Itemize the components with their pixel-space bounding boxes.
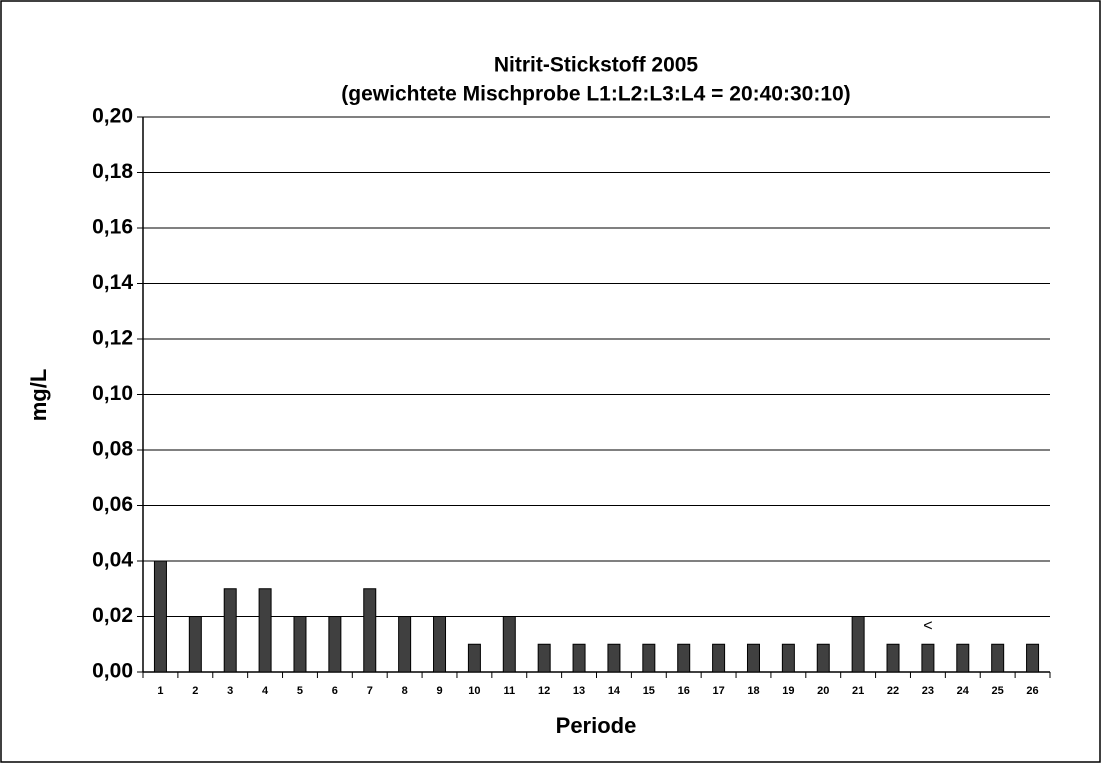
bar xyxy=(398,616,412,673)
bar xyxy=(781,643,795,673)
x-tick-label: 25 xyxy=(992,685,1004,697)
annotation: < xyxy=(923,617,932,634)
x-tick-label: 10 xyxy=(468,685,480,697)
x-tick-label: 8 xyxy=(402,685,408,697)
bar xyxy=(363,588,377,673)
x-tick-label: 26 xyxy=(1026,685,1038,697)
x-tick-label: 7 xyxy=(367,685,373,697)
bar xyxy=(607,643,621,673)
x-tick-label: 24 xyxy=(957,685,970,697)
bar xyxy=(328,616,342,673)
y-tick-label: 0,16 xyxy=(92,216,133,239)
x-axis-label: Periode xyxy=(556,713,637,738)
bar xyxy=(746,643,760,673)
y-axis-label: mg/L xyxy=(26,369,51,422)
x-tick-label: 18 xyxy=(747,685,759,697)
bar xyxy=(816,643,830,673)
chart-subtitle: (gewichtete Mischprobe L1:L2:L3:L4 = 20:… xyxy=(341,83,850,106)
bar xyxy=(886,643,900,673)
x-tick-label: 6 xyxy=(332,685,338,697)
y-tick-label: 0,12 xyxy=(92,327,133,350)
bar xyxy=(851,616,865,673)
bar xyxy=(921,643,935,673)
bar xyxy=(1026,643,1040,673)
bar xyxy=(153,560,167,673)
x-tick-label: 13 xyxy=(573,685,585,697)
x-tick-label: 14 xyxy=(608,685,621,697)
y-tick-label: 0,14 xyxy=(92,271,133,294)
x-tick-label: 21 xyxy=(852,685,864,697)
y-tick-label: 0,10 xyxy=(92,382,133,405)
bar xyxy=(467,643,481,673)
x-tick-label: 11 xyxy=(503,685,515,697)
bar xyxy=(956,643,970,673)
bar xyxy=(991,643,1005,673)
x-tick-label: 3 xyxy=(227,685,233,697)
x-tick-label: 2 xyxy=(192,685,198,697)
x-tick-label: 23 xyxy=(922,685,934,697)
bar xyxy=(677,643,691,673)
x-tick-label: 20 xyxy=(817,685,829,697)
bar xyxy=(712,643,726,673)
bar xyxy=(502,616,516,673)
y-tick-label: 0,06 xyxy=(92,493,133,516)
bar xyxy=(223,588,237,673)
x-tick-label: 4 xyxy=(262,685,269,697)
x-tick-label: 15 xyxy=(643,685,655,697)
x-tick-label: 22 xyxy=(887,685,899,697)
bar xyxy=(433,616,447,673)
bar xyxy=(572,643,586,673)
x-tick-label: 5 xyxy=(297,685,303,697)
x-tick-label: 19 xyxy=(782,685,794,697)
bar xyxy=(642,643,656,673)
x-tick-label: 9 xyxy=(436,685,442,697)
bar xyxy=(188,616,202,673)
bar xyxy=(537,643,551,673)
y-tick-label: 0,08 xyxy=(92,438,133,461)
bar xyxy=(258,588,272,673)
bar xyxy=(293,616,307,673)
y-tick-label: 0,02 xyxy=(92,604,133,627)
x-tick-label: 17 xyxy=(712,685,724,697)
x-tick-label: 1 xyxy=(157,685,163,697)
y-tick-label: 0,00 xyxy=(92,660,133,683)
y-tick-label: 0,04 xyxy=(92,549,133,572)
y-tick-label: 0,18 xyxy=(92,160,133,183)
x-tick-label: 12 xyxy=(538,685,550,697)
y-tick-label: 0,20 xyxy=(92,105,133,128)
chart-title: Nitrit-Stickstoff 2005 xyxy=(494,54,699,77)
x-tick-label: 16 xyxy=(678,685,690,697)
